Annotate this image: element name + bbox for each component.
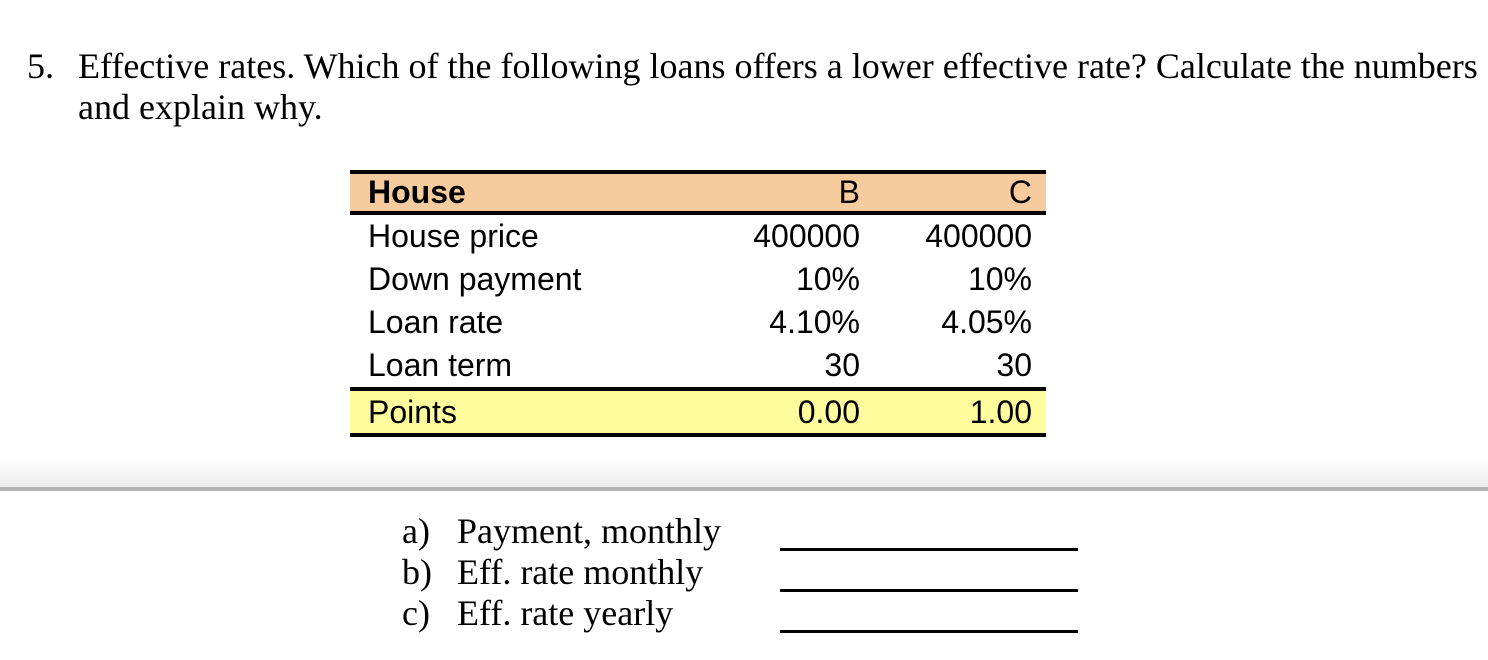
question-line-1: Effective rates. Which of the following … bbox=[78, 46, 1478, 86]
answer-label: Payment, monthly bbox=[457, 511, 721, 551]
answer-letter: b) bbox=[402, 552, 432, 592]
page-edge-shadow bbox=[0, 457, 1488, 487]
answer-blank-line bbox=[780, 593, 1078, 633]
row-label: House price bbox=[368, 218, 539, 254]
cell-value-c: 30 bbox=[996, 347, 1032, 383]
table-header-row: House B C bbox=[350, 170, 1046, 215]
row-label: Loan rate bbox=[368, 304, 504, 340]
page-divider-line bbox=[0, 487, 1488, 491]
cell-value-c: 10% bbox=[967, 261, 1032, 297]
cell-value-b: 4.10% bbox=[769, 304, 860, 340]
answer-label: Eff. rate monthly bbox=[457, 552, 704, 592]
answer-blank-line bbox=[780, 552, 1078, 592]
answer-letter: a) bbox=[402, 511, 430, 551]
list-item: a) Payment, monthly bbox=[402, 511, 1078, 552]
answer-label: Eff. rate yearly bbox=[457, 593, 674, 633]
row-label: Loan term bbox=[368, 347, 513, 383]
question-line-2: and explain why. bbox=[78, 87, 323, 127]
cell-value-b: 400000 bbox=[753, 218, 860, 254]
points-value-c: 1.00 bbox=[969, 393, 1032, 430]
table-row: Down payment 10% 10% bbox=[350, 258, 1046, 301]
points-value-b: 0.00 bbox=[797, 393, 860, 430]
header-cell-b: B bbox=[838, 174, 860, 210]
table-row: Loan rate 4.10% 4.05% bbox=[350, 301, 1046, 344]
cell-value-b: 30 bbox=[824, 347, 860, 383]
list-item: c) Eff. rate yearly bbox=[402, 593, 1078, 634]
loan-comparison-table: House B C House price 400000 400000 Down… bbox=[350, 170, 1046, 437]
points-row: Points 0.00 1.00 bbox=[350, 387, 1046, 437]
table-row: Loan term 30 30 bbox=[350, 344, 1046, 387]
header-cell-house: House bbox=[368, 174, 466, 210]
answer-list: a) Payment, monthly b) Eff. rate monthly… bbox=[402, 511, 1078, 634]
cell-value-c: 4.05% bbox=[941, 304, 1032, 340]
question-text: Effective rates. Which of the following … bbox=[78, 46, 1478, 128]
question-number: 5. bbox=[27, 46, 54, 86]
row-label: Down payment bbox=[368, 261, 582, 297]
points-label: Points bbox=[368, 393, 457, 430]
table-row: House price 400000 400000 bbox=[350, 215, 1046, 258]
answer-blank-line bbox=[780, 511, 1078, 551]
cell-value-b: 10% bbox=[795, 261, 860, 297]
cell-value-c: 400000 bbox=[925, 218, 1032, 254]
list-item: b) Eff. rate monthly bbox=[402, 552, 1078, 593]
header-cell-c: C bbox=[1008, 174, 1032, 210]
answer-letter: c) bbox=[402, 593, 430, 633]
